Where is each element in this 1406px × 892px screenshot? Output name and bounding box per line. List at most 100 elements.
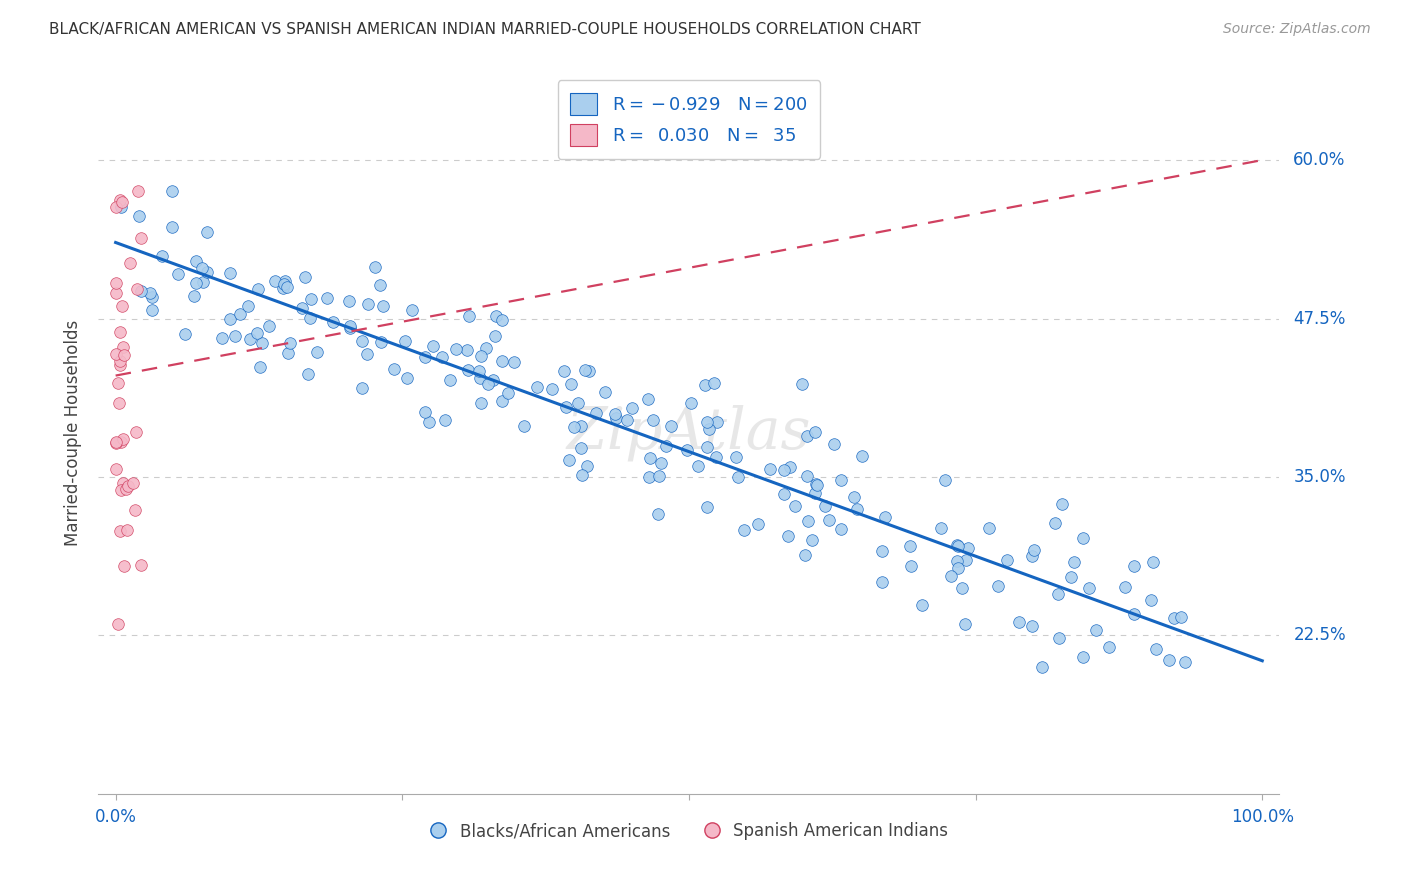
Point: [558, 453, 581, 467]
Point: [418, 415, 440, 429]
Point: [108, 359, 131, 373]
Point: [491, 313, 513, 327]
Point: [475, 341, 498, 355]
Point: [114, 482, 136, 496]
Point: [110, 435, 132, 450]
Point: [1024, 543, 1046, 558]
Text: ZipAtlas: ZipAtlas: [567, 404, 811, 461]
Point: [759, 462, 782, 476]
Point: [1021, 549, 1043, 563]
Point: [569, 419, 592, 434]
Point: [946, 561, 969, 575]
Point: [790, 376, 813, 391]
Point: [394, 334, 416, 348]
Point: [621, 401, 644, 415]
Point: [503, 355, 526, 369]
Point: [368, 277, 391, 292]
Point: [112, 475, 135, 490]
Point: [794, 548, 817, 562]
Point: [371, 299, 394, 313]
Point: [167, 267, 190, 281]
Point: [117, 479, 139, 493]
Point: [724, 450, 747, 465]
Point: [107, 617, 129, 632]
Point: [842, 490, 865, 504]
Point: [578, 364, 600, 378]
Point: [1060, 570, 1083, 584]
Point: [339, 320, 361, 334]
Point: [239, 332, 262, 346]
Point: [574, 363, 596, 377]
Point: [316, 291, 339, 305]
Point: [129, 231, 152, 245]
Point: [370, 334, 392, 349]
Point: [1021, 619, 1043, 633]
Point: [804, 485, 827, 500]
Point: [706, 416, 728, 430]
Point: [307, 344, 329, 359]
Point: [110, 194, 132, 208]
Point: [1163, 610, 1185, 624]
Point: [1084, 623, 1107, 637]
Point: [246, 282, 269, 296]
Point: [1049, 632, 1071, 646]
Point: [191, 260, 214, 275]
Point: [413, 350, 436, 364]
Point: [796, 428, 818, 442]
Point: [141, 303, 163, 318]
Point: [939, 569, 962, 583]
Point: [482, 373, 505, 387]
Point: [727, 470, 749, 484]
Point: [104, 435, 127, 450]
Point: [686, 458, 709, 473]
Point: [796, 469, 818, 483]
Point: [851, 449, 873, 463]
Point: [804, 425, 827, 440]
Point: [150, 249, 173, 263]
Point: [184, 254, 207, 268]
Point: [111, 194, 134, 209]
Point: [433, 413, 456, 427]
Point: [211, 331, 233, 345]
Point: [249, 359, 271, 374]
Point: [824, 437, 846, 451]
Point: [278, 336, 301, 351]
Legend: Blacks/African Americans, Spanish American Indians: Blacks/African Americans, Spanish Americ…: [423, 815, 955, 847]
Point: [273, 277, 295, 292]
Point: [783, 499, 806, 513]
Point: [1170, 610, 1192, 624]
Point: [875, 509, 897, 524]
Point: [470, 395, 492, 409]
Point: [124, 503, 146, 517]
Point: [364, 260, 387, 274]
Point: [814, 499, 837, 513]
Text: 22.5%: 22.5%: [1294, 626, 1346, 644]
Point: [569, 441, 592, 455]
Point: [804, 477, 827, 491]
Point: [107, 396, 129, 410]
Point: [1142, 555, 1164, 569]
Point: [271, 281, 294, 295]
Point: [946, 538, 969, 552]
Point: [264, 274, 287, 288]
Point: [298, 311, 321, 326]
Point: [654, 439, 676, 453]
Point: [138, 286, 160, 301]
Point: [125, 425, 148, 439]
Point: [277, 346, 299, 360]
Point: [806, 478, 828, 492]
Point: [950, 581, 973, 595]
Point: [485, 309, 508, 323]
Point: [1114, 580, 1136, 594]
Point: [1122, 558, 1144, 573]
Point: [162, 184, 184, 198]
Point: [659, 419, 682, 434]
Point: [357, 297, 380, 311]
Point: [456, 343, 478, 357]
Point: [457, 363, 479, 377]
Text: BLACK/AFRICAN AMERICAN VS SPANISH AMERICAN INDIAN MARRIED-COUPLE HOUSEHOLDS CORR: BLACK/AFRICAN AMERICAN VS SPANISH AMERIC…: [49, 22, 921, 37]
Point: [105, 347, 128, 361]
Point: [115, 523, 138, 537]
Point: [477, 376, 499, 391]
Point: [560, 377, 582, 392]
